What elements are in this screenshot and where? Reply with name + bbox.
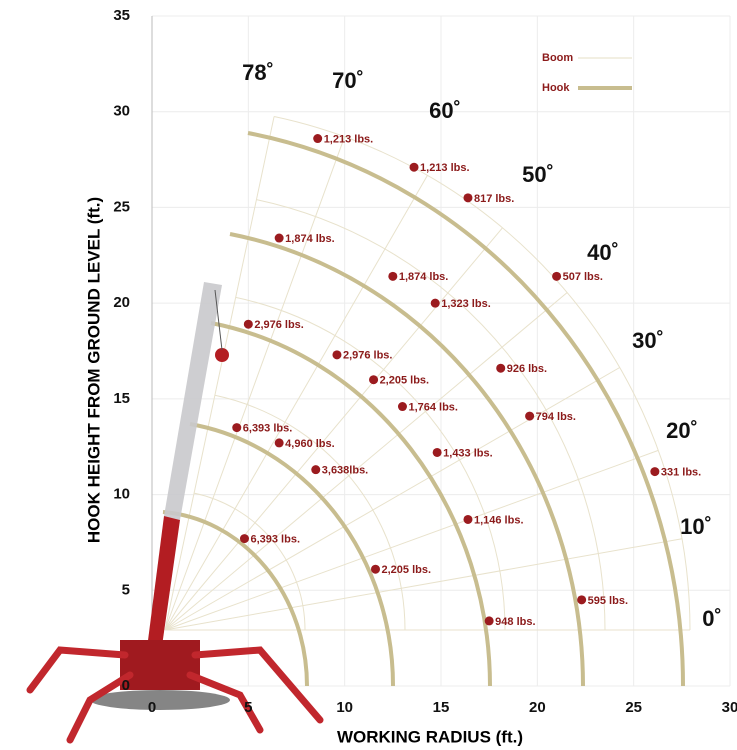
load-label: 948 lbs. xyxy=(495,616,535,628)
y-tick-label: 5 xyxy=(122,581,130,598)
load-point xyxy=(240,534,249,543)
x-tick-label: 25 xyxy=(625,699,642,716)
load-label: 1,323 lbs. xyxy=(441,298,491,310)
boom-arc xyxy=(194,493,305,630)
load-point xyxy=(552,272,561,281)
x-tick-label: 15 xyxy=(433,699,450,716)
angle-label: 0˚ xyxy=(702,606,722,631)
y-tick-label: 35 xyxy=(113,7,130,24)
angle-label: 30˚ xyxy=(632,328,664,353)
load-label: 794 lbs. xyxy=(536,411,576,423)
load-label: 1,433 lbs. xyxy=(443,447,493,459)
load-point xyxy=(332,350,341,359)
x-tick-label: 5 xyxy=(244,699,252,716)
load-label: 6,393 lbs. xyxy=(250,534,300,546)
load-label: 2,205 lbs. xyxy=(381,564,431,576)
x-tick-label: 20 xyxy=(529,699,546,716)
hook-arc xyxy=(190,424,393,686)
angle-label: 60˚ xyxy=(429,98,461,123)
load-label: 2,976 lbs. xyxy=(343,350,393,362)
y-tick-label: 0 xyxy=(122,677,130,694)
load-label: 3,638lbs. xyxy=(322,465,368,477)
x-axis-label: WORKING RADIUS (ft.) xyxy=(337,727,523,746)
load-label: 595 lbs. xyxy=(588,595,628,607)
legend-label: Boom xyxy=(542,52,573,64)
load-label: 331 lbs. xyxy=(661,467,701,479)
angle-label: 50˚ xyxy=(522,162,554,187)
legend-label: Hook xyxy=(542,82,570,94)
load-label: 1,213 lbs. xyxy=(420,162,470,174)
load-label: 507 lbs. xyxy=(563,271,603,283)
load-point xyxy=(496,364,505,373)
load-point xyxy=(650,467,659,476)
load-point xyxy=(313,134,322,143)
load-label: 817 lbs. xyxy=(474,193,514,205)
load-label: 4,960 lbs. xyxy=(285,438,335,450)
load-point xyxy=(244,320,253,329)
angle-label: 78˚ xyxy=(242,60,274,85)
load-point xyxy=(232,423,241,432)
load-label: 1,213 lbs. xyxy=(324,133,374,145)
load-point xyxy=(463,515,472,524)
boom-ray xyxy=(165,117,274,631)
load-label: 2,205 lbs. xyxy=(380,375,430,387)
load-point xyxy=(311,465,320,474)
load-point xyxy=(525,412,534,421)
x-tick-label: 30 xyxy=(722,699,737,716)
crane-body xyxy=(120,640,200,690)
load-point xyxy=(275,234,284,243)
y-tick-label: 25 xyxy=(113,198,130,215)
load-label: 1,874 lbs. xyxy=(399,271,449,283)
y-tick-label: 20 xyxy=(113,294,130,311)
crane xyxy=(30,282,320,740)
angle-labels: 78˚ 70˚ 60˚ 50˚ 40˚ 30˚ 20˚ 10˚ 0˚ xyxy=(242,60,722,631)
load-point xyxy=(388,272,397,281)
hook-arc xyxy=(211,323,490,686)
y-axis-label: HOOK HEIGHT FROM GROUND LEVEL (ft.) xyxy=(84,197,103,543)
x-tick-label: 10 xyxy=(336,699,353,716)
load-label: 1,874 lbs. xyxy=(285,233,335,245)
angle-label: 20˚ xyxy=(666,418,698,443)
y-tick-label: 30 xyxy=(113,103,130,120)
angle-label: 40˚ xyxy=(587,240,619,265)
y-tick-label: 15 xyxy=(113,390,130,407)
load-label: 1,146 lbs. xyxy=(474,514,524,526)
load-label: 926 lbs. xyxy=(507,363,547,375)
load-point xyxy=(398,402,407,411)
chart: HOOK HEIGHT FROM GROUND LEVEL (ft.) WORK… xyxy=(0,0,737,750)
load-point xyxy=(371,565,380,574)
load-point xyxy=(463,193,472,202)
load-label: 6,393 lbs. xyxy=(243,422,293,434)
angle-label: 70˚ xyxy=(332,68,364,93)
load-point xyxy=(410,163,419,172)
boom-lower xyxy=(146,516,180,660)
load-point xyxy=(485,616,494,625)
hook-block xyxy=(215,348,229,362)
x-tick-label: 0 xyxy=(148,699,156,716)
load-point xyxy=(275,438,284,447)
load-label: 1,764 lbs. xyxy=(408,401,458,413)
load-point xyxy=(433,448,442,457)
load-point xyxy=(431,299,440,308)
boom-ray xyxy=(165,293,567,631)
y-tick-label: 10 xyxy=(113,486,130,503)
shadow xyxy=(90,690,230,710)
angle-label: 10˚ xyxy=(680,514,712,539)
boom-lines xyxy=(165,117,690,631)
load-label: 2,976 lbs. xyxy=(254,319,304,331)
load-point xyxy=(577,595,586,604)
load-point xyxy=(369,375,378,384)
